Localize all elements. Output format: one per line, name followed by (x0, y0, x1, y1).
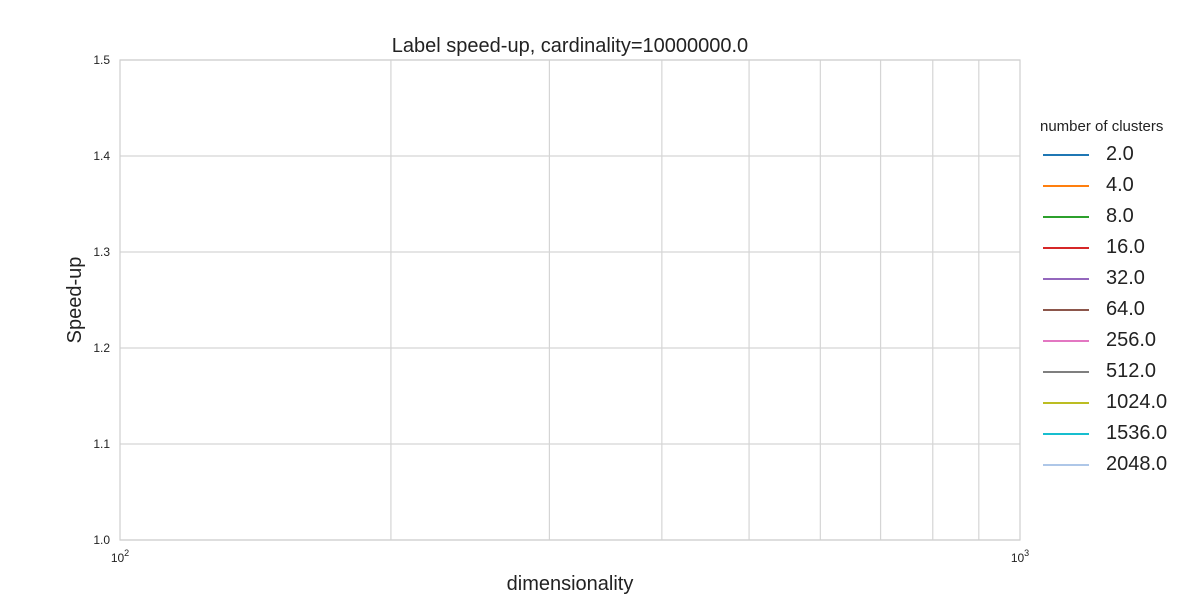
y-tick-label: 1.1 (93, 437, 110, 451)
y-tick-label: 1.0 (93, 533, 110, 547)
legend-swatch (1043, 308, 1089, 311)
y-tick-label: 1.3 (93, 245, 110, 259)
legend-item: 32.0 (1040, 263, 1190, 294)
y-tick-label: 1.4 (93, 149, 110, 163)
legend-swatch (1043, 153, 1089, 156)
legend-label: 256.0 (1106, 329, 1157, 351)
legend-item: 1024.0 (1040, 387, 1190, 418)
legend-swatch (1043, 184, 1089, 187)
legend-swatch (1043, 463, 1089, 466)
y-tick-label: 1.2 (93, 341, 110, 355)
grid-lines (120, 59, 1020, 541)
legend-label: 1024.0 (1106, 391, 1168, 413)
legend-swatch (1043, 370, 1089, 373)
chart-title: Label speed-up, cardinality=10000000.0 (392, 35, 748, 57)
legend-label: 64.0 (1106, 298, 1145, 320)
legend-swatch (1043, 215, 1089, 218)
y-tick-label: 1.5 (93, 53, 110, 67)
legend-swatch (1043, 246, 1089, 249)
y-tick-labels: 1.0 1.1 1.2 1.3 1.4 1.5 (93, 53, 110, 547)
legend-title: number of clusters (1040, 118, 1164, 135)
legend-item: 8.0 (1040, 201, 1190, 232)
legend-item: 4.0 (1040, 170, 1190, 201)
legend-item: 64.0 (1040, 294, 1190, 325)
legend-swatch (1043, 277, 1089, 280)
legend-item: 512.0 (1040, 356, 1190, 387)
legend-swatch (1043, 339, 1089, 342)
legend-item: 2048.0 (1040, 449, 1190, 480)
legend-item: 1536.0 (1040, 418, 1190, 449)
legend-label: 4.0 (1106, 174, 1134, 196)
legend-item: 16.0 (1040, 232, 1190, 263)
legend-label: 32.0 (1106, 267, 1145, 289)
x-tick-labels: 102 103 (111, 548, 1029, 565)
legend-label: 512.0 (1106, 360, 1157, 382)
legend-item: 2.0 (1040, 139, 1190, 170)
legend-label: 8.0 (1106, 205, 1134, 227)
legend: number of clusters 2.0 4.0 8.0 16.0 32.0 64.0… (1040, 118, 1190, 480)
y-axis-label: Speed-up (64, 257, 86, 344)
legend-label: 2.0 (1106, 143, 1134, 165)
legend-items: 2.0 4.0 8.0 16.0 32.0 64.0 256.0 512.0 1024.0 153… (1040, 139, 1190, 480)
legend-label: 16.0 (1106, 236, 1145, 258)
plot-frame (119, 59, 1021, 541)
x-tick-label: 102 (111, 548, 129, 565)
x-axis-label: dimensionality (507, 573, 634, 595)
legend-label: 2048.0 (1106, 453, 1168, 475)
legend-label: 1536.0 (1106, 422, 1168, 444)
legend-swatch (1043, 401, 1089, 404)
x-tick-label: 103 (1011, 548, 1029, 565)
legend-swatch (1043, 432, 1089, 435)
legend-item: 256.0 (1040, 325, 1190, 356)
